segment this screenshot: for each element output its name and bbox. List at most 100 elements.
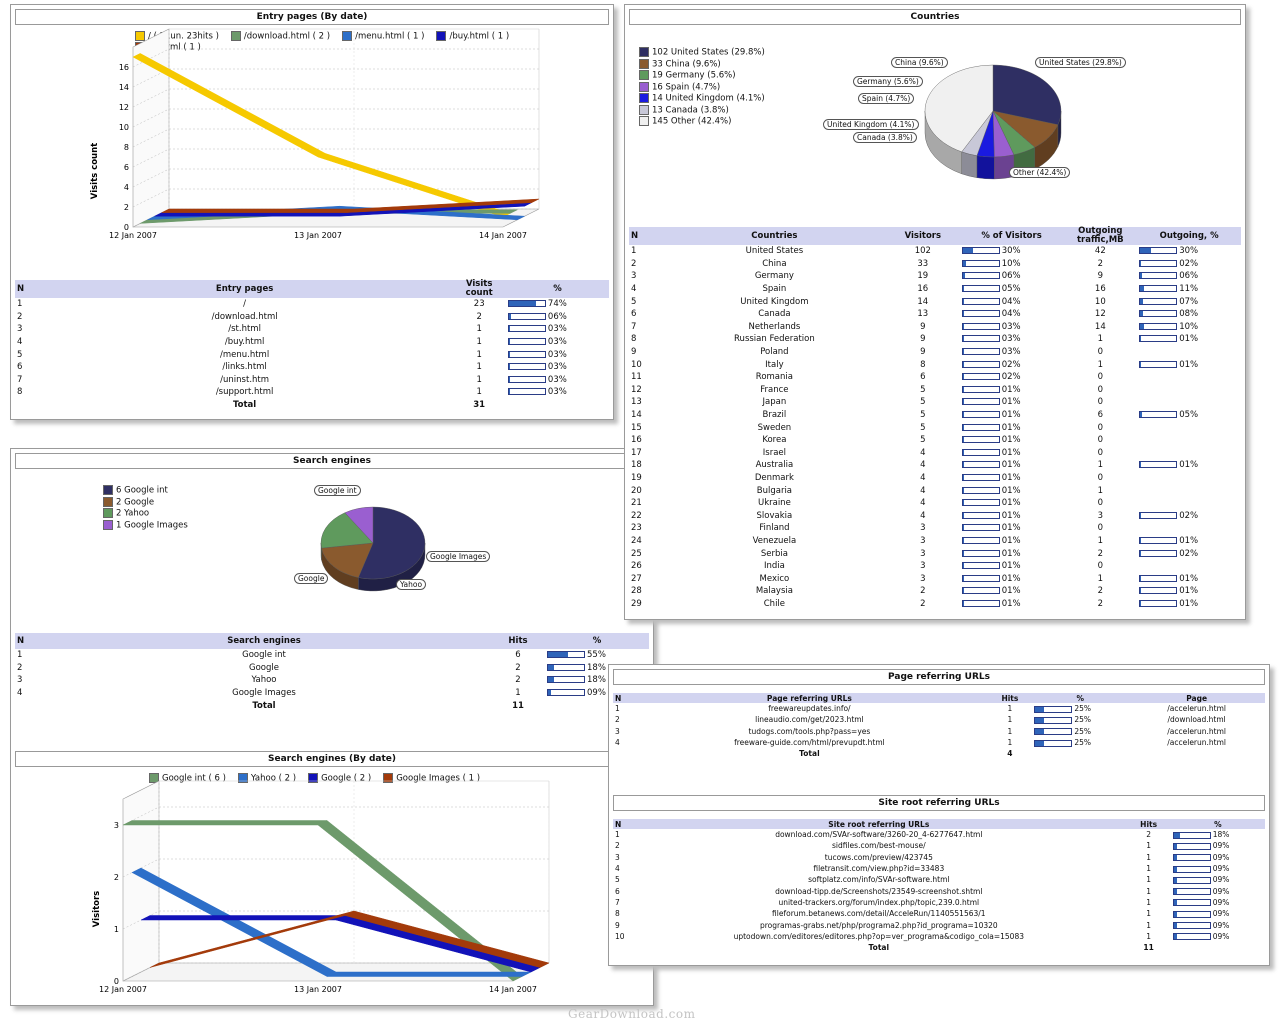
hits: 1 xyxy=(1007,738,1013,748)
percent-cell: 09% xyxy=(1171,931,1265,942)
row-number: 28 xyxy=(631,586,642,597)
percent-value: 01% xyxy=(1001,510,1021,521)
visitors: 4 xyxy=(920,472,926,483)
percent-bar xyxy=(961,511,1000,519)
pct-visitors-cell: 05% xyxy=(960,283,1064,296)
pct-visitors-cell: 01% xyxy=(960,585,1064,598)
hits: 2 xyxy=(515,675,521,686)
outgoing-pct-cell xyxy=(1137,484,1241,497)
percent-bar xyxy=(961,373,1000,381)
outgoing-pct-cell: 01% xyxy=(1137,572,1241,585)
percent-value: 01% xyxy=(1001,460,1021,471)
legend-item-download-html-2: /download.html ( 2 ) xyxy=(230,31,330,42)
pct-visitors-cell: 01% xyxy=(960,459,1064,472)
percent-value: 06% xyxy=(1001,271,1021,282)
grid-line xyxy=(132,48,170,68)
percent-bar xyxy=(1139,574,1178,582)
percent-value: 03% xyxy=(547,374,567,385)
site-root-url: filetransit.com/view.php?id=33483 xyxy=(813,864,945,874)
percent-bar xyxy=(507,325,546,333)
percent-bar-fill xyxy=(1140,412,1143,418)
table-row: 25 Serbia 3 01% 2 02% xyxy=(629,547,1241,560)
visits-count: 23 xyxy=(473,299,485,310)
pct-visitors-cell: 02% xyxy=(960,371,1064,384)
col-pct-visitors: % of Visitors xyxy=(959,227,1064,245)
target-page: /accelerun.html xyxy=(1167,726,1226,736)
outgoing-pct-cell: 05% xyxy=(1137,409,1241,422)
series-ribbon-yahoo-2 xyxy=(326,971,532,977)
percent-bar xyxy=(961,360,1000,368)
grid-line xyxy=(132,148,170,168)
table-row: 6 Canada 13 04% 12 08% xyxy=(629,308,1241,321)
country: Japan xyxy=(762,397,787,408)
percent-bar xyxy=(1172,842,1211,850)
visitors: 2 xyxy=(920,598,926,609)
percent-value: 01% xyxy=(1001,410,1021,421)
percent-bar xyxy=(1139,322,1178,330)
percent-value: 30% xyxy=(1179,246,1199,257)
percent-value: 25% xyxy=(1074,715,1092,725)
table-row: 2/download.html 2 06% xyxy=(15,311,609,324)
percent-cell: 09% xyxy=(1171,908,1265,919)
col-page: Page xyxy=(1128,693,1265,703)
entry-pages-line-chart: 0 2 4 6 8 10 12 14 16 12 Jan 2007 13 Jan 2007 14 Ja… xyxy=(90,28,540,240)
outgoing-traffic: 2 xyxy=(1097,598,1104,609)
percent-bar-fill xyxy=(962,361,964,367)
legend-swatch xyxy=(639,81,649,92)
legend-item-yahoo-2: Yahoo ( 2 ) xyxy=(237,773,296,784)
site-root-url: uptodown.com/editores/editores.php?op=ve… xyxy=(733,931,1024,941)
table-row: 19 Denmark 4 01% 0 xyxy=(629,472,1241,485)
row-number: 4 xyxy=(17,337,23,348)
col-percent: % xyxy=(1170,819,1265,829)
entry-page: / xyxy=(243,299,247,310)
outgoing-traffic: 1 xyxy=(1097,535,1104,546)
percent-bar-fill xyxy=(962,298,965,304)
row-number: 18 xyxy=(631,460,642,471)
percent-bar xyxy=(1172,865,1211,873)
percent-bar xyxy=(547,663,585,671)
row-number: 10 xyxy=(631,359,642,370)
col-n: N xyxy=(15,633,37,649)
col-visits-count: Visits count xyxy=(452,280,506,298)
percent-value: 09% xyxy=(1212,875,1230,885)
table-row: 24 Venezuela 3 01% 1 01% xyxy=(629,535,1241,548)
outgoing-traffic: 0 xyxy=(1097,372,1104,383)
row-number: 14 xyxy=(631,410,642,421)
table-row: 6/links.html 1 03% xyxy=(15,361,609,374)
percent-bar xyxy=(1139,411,1178,419)
series-ribbon-yahoo-2 xyxy=(131,867,337,977)
row-number: 4 xyxy=(615,738,620,748)
percent-cell: 25% xyxy=(1032,737,1128,748)
visits-count: 1 xyxy=(476,374,482,385)
row-number: 22 xyxy=(631,510,642,521)
row-number: 7 xyxy=(17,374,23,385)
legend-label: /menu.html ( 1 ) xyxy=(355,31,425,42)
callout-spain: Spain (4.7%) xyxy=(858,93,915,104)
country: India xyxy=(763,561,785,572)
percent-bar-fill xyxy=(508,301,536,307)
percent-bar-fill xyxy=(962,273,965,279)
pie-slice-google xyxy=(321,542,374,578)
outgoing-pct-cell: 01% xyxy=(1137,333,1241,346)
total-cell: Total xyxy=(868,943,890,953)
visitors: 3 xyxy=(920,548,926,559)
table-row: 10 Italy 8 02% 1 01% xyxy=(629,358,1241,371)
outgoing-pct-cell: 01% xyxy=(1137,535,1241,548)
percent-bar-fill xyxy=(962,349,964,355)
row-number: 1 xyxy=(615,830,620,840)
percent-bar-fill xyxy=(1173,866,1177,872)
table-row: 4 filetransit.com/view.php?id=33483 1 09% xyxy=(613,863,1265,874)
visitors: 4 xyxy=(920,498,926,509)
table-row: 9 Poland 9 03% 0 xyxy=(629,346,1241,359)
percent-cell: 03% xyxy=(506,386,609,399)
row-number: 1 xyxy=(17,299,23,310)
table-row: 2 lineaudio.com/get/2023.html 1 25% /downloa… xyxy=(613,714,1265,725)
percent-bar xyxy=(961,423,1000,431)
percent-bar xyxy=(961,398,1000,406)
percent-bar xyxy=(1139,310,1178,318)
legend-swatch xyxy=(342,31,353,41)
callout-china: China (9.6%) xyxy=(891,57,948,68)
country: Russian Federation xyxy=(734,334,815,345)
percent-cell: 09% xyxy=(1171,897,1265,908)
search-engines-pie-chart xyxy=(320,506,426,592)
